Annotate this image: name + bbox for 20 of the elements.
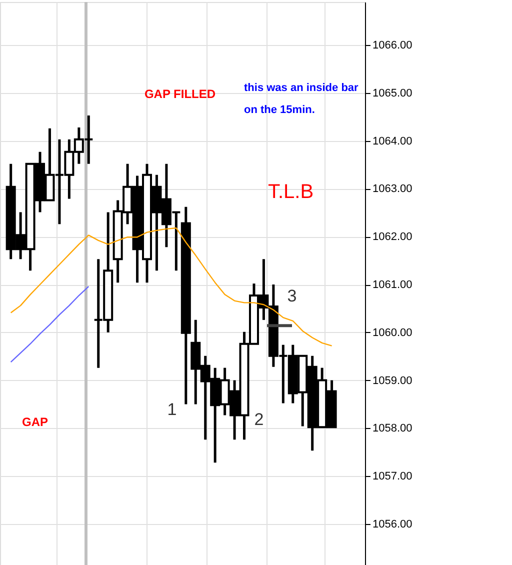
line-series bbox=[10, 227, 332, 346]
y-tick-label: 1064.00 bbox=[372, 135, 412, 148]
y-tick-label: 1056.00 bbox=[372, 518, 412, 530]
annotation: 3 bbox=[287, 286, 297, 306]
annotation: GAP bbox=[22, 415, 48, 429]
annotation: 1 bbox=[167, 400, 177, 419]
y-tick-label: 1057.00 bbox=[372, 470, 412, 483]
y-tick-label: 1061.00 bbox=[372, 279, 412, 291]
annotation: this was an inside bar on the 15min. bbox=[244, 82, 360, 116]
y-tick-label: 1066.00 bbox=[372, 40, 412, 52]
y-tick-label: 1060.00 bbox=[372, 326, 412, 339]
y-tick-label: 1065.00 bbox=[372, 87, 412, 100]
y-tick-label: 1062.00 bbox=[372, 231, 412, 244]
annotation: 2 bbox=[254, 410, 264, 429]
line-series bbox=[10, 286, 90, 363]
annotation: GAP FILLED bbox=[144, 87, 216, 101]
y-tick-label: 1059.00 bbox=[372, 374, 412, 387]
y-tick-label: 1058.00 bbox=[372, 422, 412, 435]
y-tick-label: 1063.00 bbox=[372, 183, 412, 196]
annotation: T.L.B bbox=[268, 181, 314, 203]
